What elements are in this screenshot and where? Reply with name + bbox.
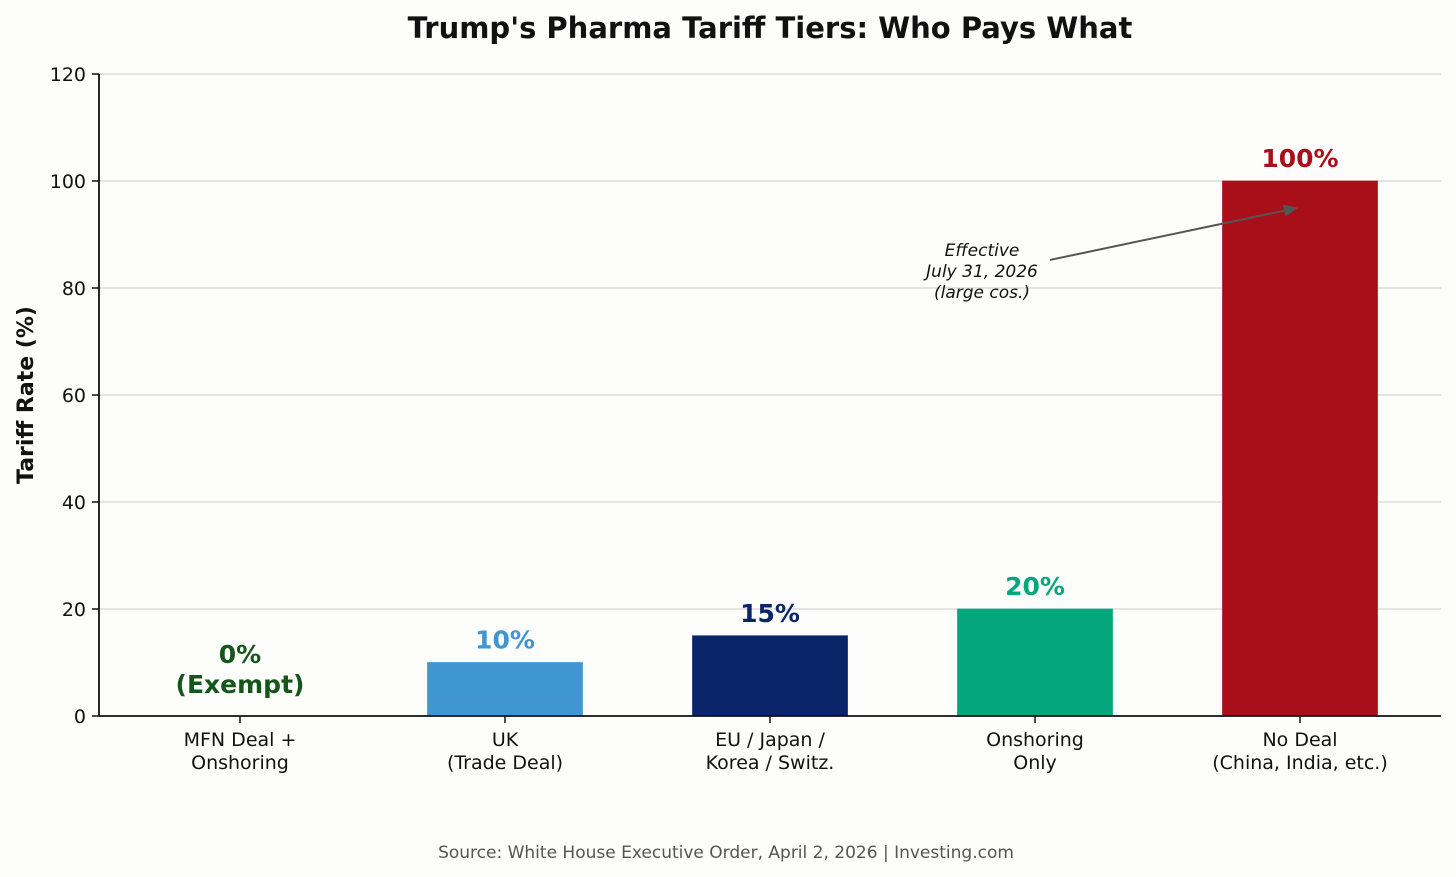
bars [427,180,1378,717]
arrow-head-icon [1283,204,1298,217]
y-tick-label: 0 [74,706,86,728]
data-label: 20% [1005,572,1065,601]
data-label: 100% [1261,144,1338,173]
x-tick-label: Korea / Switz. [706,752,835,774]
y-tick-label: 20 [62,599,86,621]
y-tick-label: 40 [62,492,86,514]
annotation-text: July 31, 2026 [923,262,1038,282]
y-tick-label: 100 [50,171,86,193]
y-tick-label: 60 [62,385,86,407]
annotation-arrow [1049,209,1287,261]
y-tick-label: 80 [62,278,86,300]
x-tick-label: (Trade Deal) [447,752,563,774]
bar [957,608,1113,717]
chart-title: Trump's Pharma Tariff Tiers: Who Pays Wh… [408,11,1133,45]
bar [692,635,848,717]
annotation-text: (large cos.) [934,283,1030,303]
data-label: 10% [475,626,535,655]
data-label: 0% [219,640,261,669]
x-tick-label: Onshoring [191,752,289,774]
y-axis-label: Tariff Rate (%) [14,306,39,484]
bar [1222,180,1378,717]
x-tick-label: Onshoring [986,729,1084,751]
bar [427,662,583,717]
source-note: Source: White House Executive Order, Apr… [438,843,1014,863]
x-tick-label: Only [1013,752,1057,774]
y-tick-label: 120 [50,64,86,86]
x-tick-label: (China, India, etc.) [1212,752,1388,774]
data-label: (Exempt) [176,670,305,699]
annotation-text: Effective [945,241,1020,261]
gridlines [99,73,1441,610]
data-label: 15% [740,599,800,628]
x-tick-label: No Deal [1262,729,1337,751]
value-labels: 0%(Exempt) 10% 15% 20% 100% [176,144,1339,699]
x-tick-label: MFN Deal + [184,729,297,751]
x-tick-label: EU / Japan / [715,729,825,751]
x-tick-label: UK [492,729,519,751]
